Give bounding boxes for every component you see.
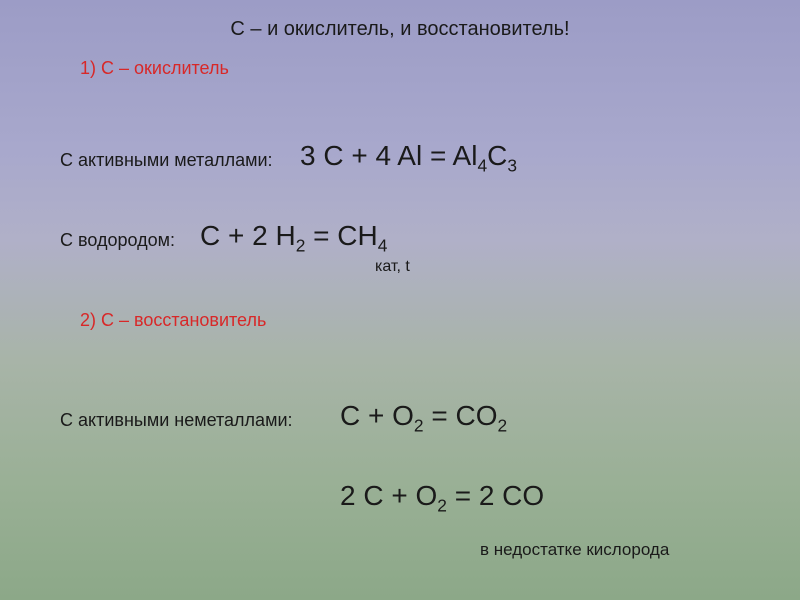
- nonmetals-line-label: С активными неметаллами:: [60, 410, 293, 431]
- hydrogen-line-label: С водородом:: [60, 230, 175, 251]
- equation-hydrogen: C + 2 H2 = CH4: [200, 220, 387, 252]
- equation-oxygen-1: C + O2 = CO2: [340, 400, 507, 432]
- oxygen-deficiency-note: в недостатке кислорода: [480, 540, 669, 560]
- hydrogen-conditions: кат, t: [375, 258, 410, 276]
- section-2-label: 2) С – восстановитель: [80, 310, 266, 331]
- equation-metals: 3 C + 4 Al = Al4C3: [300, 140, 517, 172]
- slide-title: С – и окислитель, и восстановитель!: [0, 18, 800, 41]
- equation-oxygen-2: 2 C + O2 = 2 CO: [340, 480, 544, 512]
- section-1-label: 1) С – окислитель: [80, 58, 229, 79]
- metals-line-label: С активными металлами:: [60, 150, 273, 171]
